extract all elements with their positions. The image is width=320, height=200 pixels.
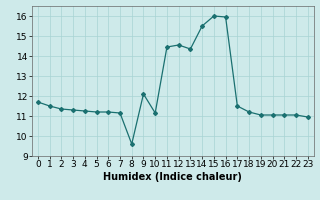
X-axis label: Humidex (Indice chaleur): Humidex (Indice chaleur) — [103, 172, 242, 182]
